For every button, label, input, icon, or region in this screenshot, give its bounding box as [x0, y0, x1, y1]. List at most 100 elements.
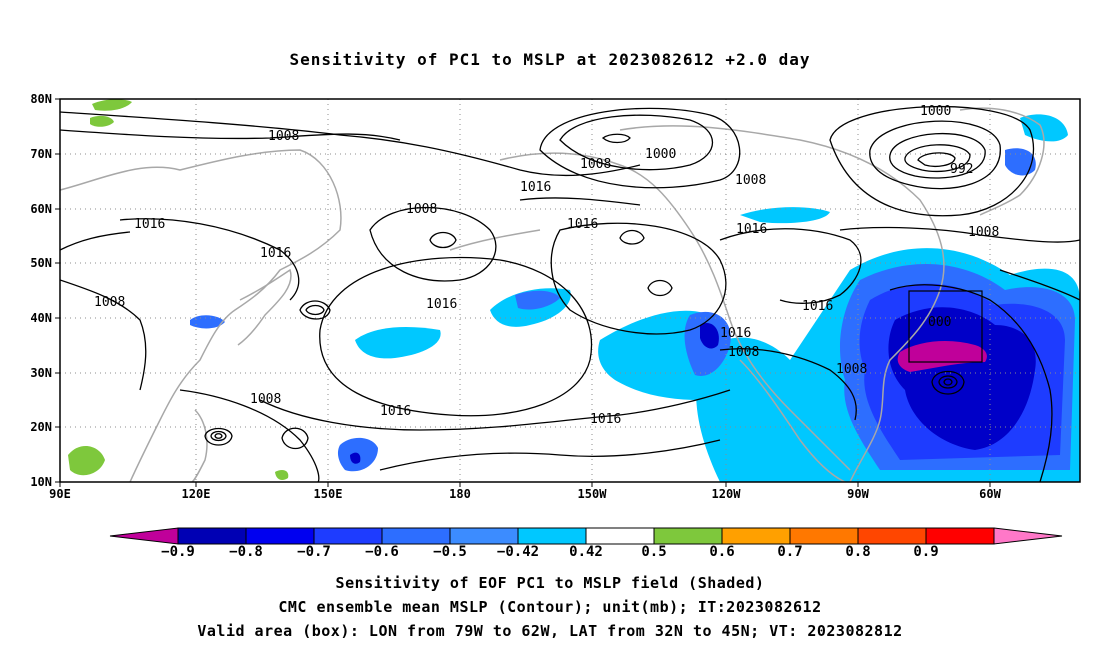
contour-label: 1008 — [728, 345, 759, 360]
lon-label: 150E — [313, 487, 343, 501]
colorbar-label: 0.8 — [845, 544, 871, 560]
lat-label: 60N — [30, 202, 52, 216]
lat-label: 70N — [30, 147, 52, 161]
lon-label: 120E — [181, 487, 211, 501]
contour-label: 1008 — [250, 392, 281, 407]
contour-1016-south2 — [379, 439, 721, 471]
shade-japan — [190, 315, 225, 329]
contour-1016-na — [719, 228, 862, 304]
contour-label: 000 — [928, 315, 951, 330]
colorbar-label: −0.7 — [297, 544, 331, 560]
coast-philippines — [191, 409, 208, 482]
colorbar-label: 0.9 — [913, 544, 939, 560]
contour-label: 1016 — [426, 297, 457, 312]
shade-green-3 — [68, 445, 105, 476]
lat-label: 80N — [30, 92, 52, 106]
contour-1008-pacific-low — [369, 206, 497, 282]
contour-low-small — [601, 133, 631, 144]
contour-1016-east — [999, 269, 1080, 301]
contour-labels: 1008 1000 1008 1008 1016 1000 992 1016 1… — [94, 104, 999, 427]
contour-label: 1016 — [736, 222, 767, 237]
lat-label: 20N — [30, 420, 52, 434]
contour-1008-south — [179, 389, 320, 482]
coast-asia — [60, 149, 342, 482]
lat-label: 50N — [30, 256, 52, 270]
lon-label: 180 — [449, 487, 471, 501]
contour-label: 1016 — [260, 246, 291, 261]
colorbar-label: −0.5 — [433, 544, 467, 560]
contour-1016-atl — [889, 284, 1053, 482]
contour-label: 1008 — [836, 362, 867, 377]
shade-pacific-1-mid — [515, 290, 560, 310]
shade-green-4 — [275, 470, 289, 480]
mslp-contours — [60, 105, 1080, 482]
lat-label: 40N — [30, 311, 52, 325]
contour-label: 1000 — [645, 147, 676, 162]
contour-1016-south — [259, 389, 731, 431]
colorbar-label: −0.9 — [161, 544, 195, 560]
contour-1016-asia — [119, 218, 300, 301]
contour-typhoon-3 — [214, 433, 223, 439]
contour-label: 1008 — [735, 173, 766, 188]
lon-label: 150W — [577, 487, 607, 501]
caption-line-1: Sensitivity of EOF PC1 to MSLP field (Sh… — [335, 574, 765, 592]
contour-hurricane-2 — [938, 375, 958, 389]
contour-greenland-low2 — [889, 133, 986, 179]
contour-greenland-low1 — [869, 120, 1001, 190]
colorbar-label: 0.5 — [641, 544, 667, 560]
contour-1016-arctic-na — [519, 197, 641, 206]
contour-label: 1008 — [268, 129, 299, 144]
lon-label: 90W — [847, 487, 869, 501]
coast-alaska — [499, 152, 851, 471]
gridlines — [60, 99, 1080, 482]
coastlines — [60, 107, 1045, 482]
contour-label: 1016 — [520, 180, 551, 195]
contour-typhoon-2 — [210, 430, 227, 442]
contour-hurricane-1 — [931, 370, 965, 395]
shade-green-1 — [92, 99, 132, 111]
coast-canada — [619, 125, 945, 482]
coast-japan — [237, 268, 292, 346]
shade-greenland — [1005, 148, 1036, 176]
contour-low-1000 — [559, 114, 714, 171]
contour-greenland-low3 — [904, 144, 971, 173]
contour-label: 1008 — [580, 157, 611, 172]
contour-1008-north2 — [60, 129, 401, 141]
colorbar-label: 0.7 — [777, 544, 803, 560]
contour-1016-east-pacific — [550, 222, 727, 335]
contour-label: 1008 — [968, 225, 999, 240]
colorbar-label: −0.42 — [496, 544, 540, 560]
shade-pacific-3-dark — [350, 452, 361, 464]
contour-label: 1008 — [406, 202, 437, 217]
shade-westus-dark — [700, 322, 719, 349]
contour-small-ring-4 — [619, 229, 645, 245]
valid-area-box — [908, 290, 983, 363]
sensitivity-shading — [68, 99, 1080, 482]
coast-mexico — [739, 359, 846, 482]
contour-label: 1016 — [134, 217, 165, 232]
lon-label: 120W — [711, 487, 741, 501]
contour-label: 1016 — [720, 326, 751, 341]
colorbar-label: −0.6 — [365, 544, 399, 560]
axis-ticks — [55, 98, 991, 487]
contour-1008-na — [839, 226, 1080, 243]
colorbar-label: 0.42 — [569, 544, 603, 560]
contour-ring-small-1 — [299, 300, 331, 320]
colorbar-label: 0.6 — [709, 544, 735, 560]
map-frame — [59, 98, 1081, 483]
contour-ring-small-2 — [305, 304, 325, 316]
contour-typhoon-1 — [204, 427, 233, 446]
coast-greenland — [959, 107, 1045, 216]
contour-label: 1008 — [94, 295, 125, 310]
contour-1008-gulf — [719, 348, 857, 421]
contour-label: 1016 — [567, 217, 598, 232]
contour-greenland-1000 — [829, 105, 1035, 217]
contour-1008-asia — [60, 279, 147, 391]
contour-label: 1000 — [920, 104, 951, 119]
contour-greenland-low4 — [917, 152, 956, 167]
contour-1016-pacific-high — [319, 256, 593, 417]
contour-1008-north — [60, 111, 641, 177]
contour-label: 1016 — [380, 404, 411, 419]
contour-small-ring-6 — [429, 231, 457, 249]
